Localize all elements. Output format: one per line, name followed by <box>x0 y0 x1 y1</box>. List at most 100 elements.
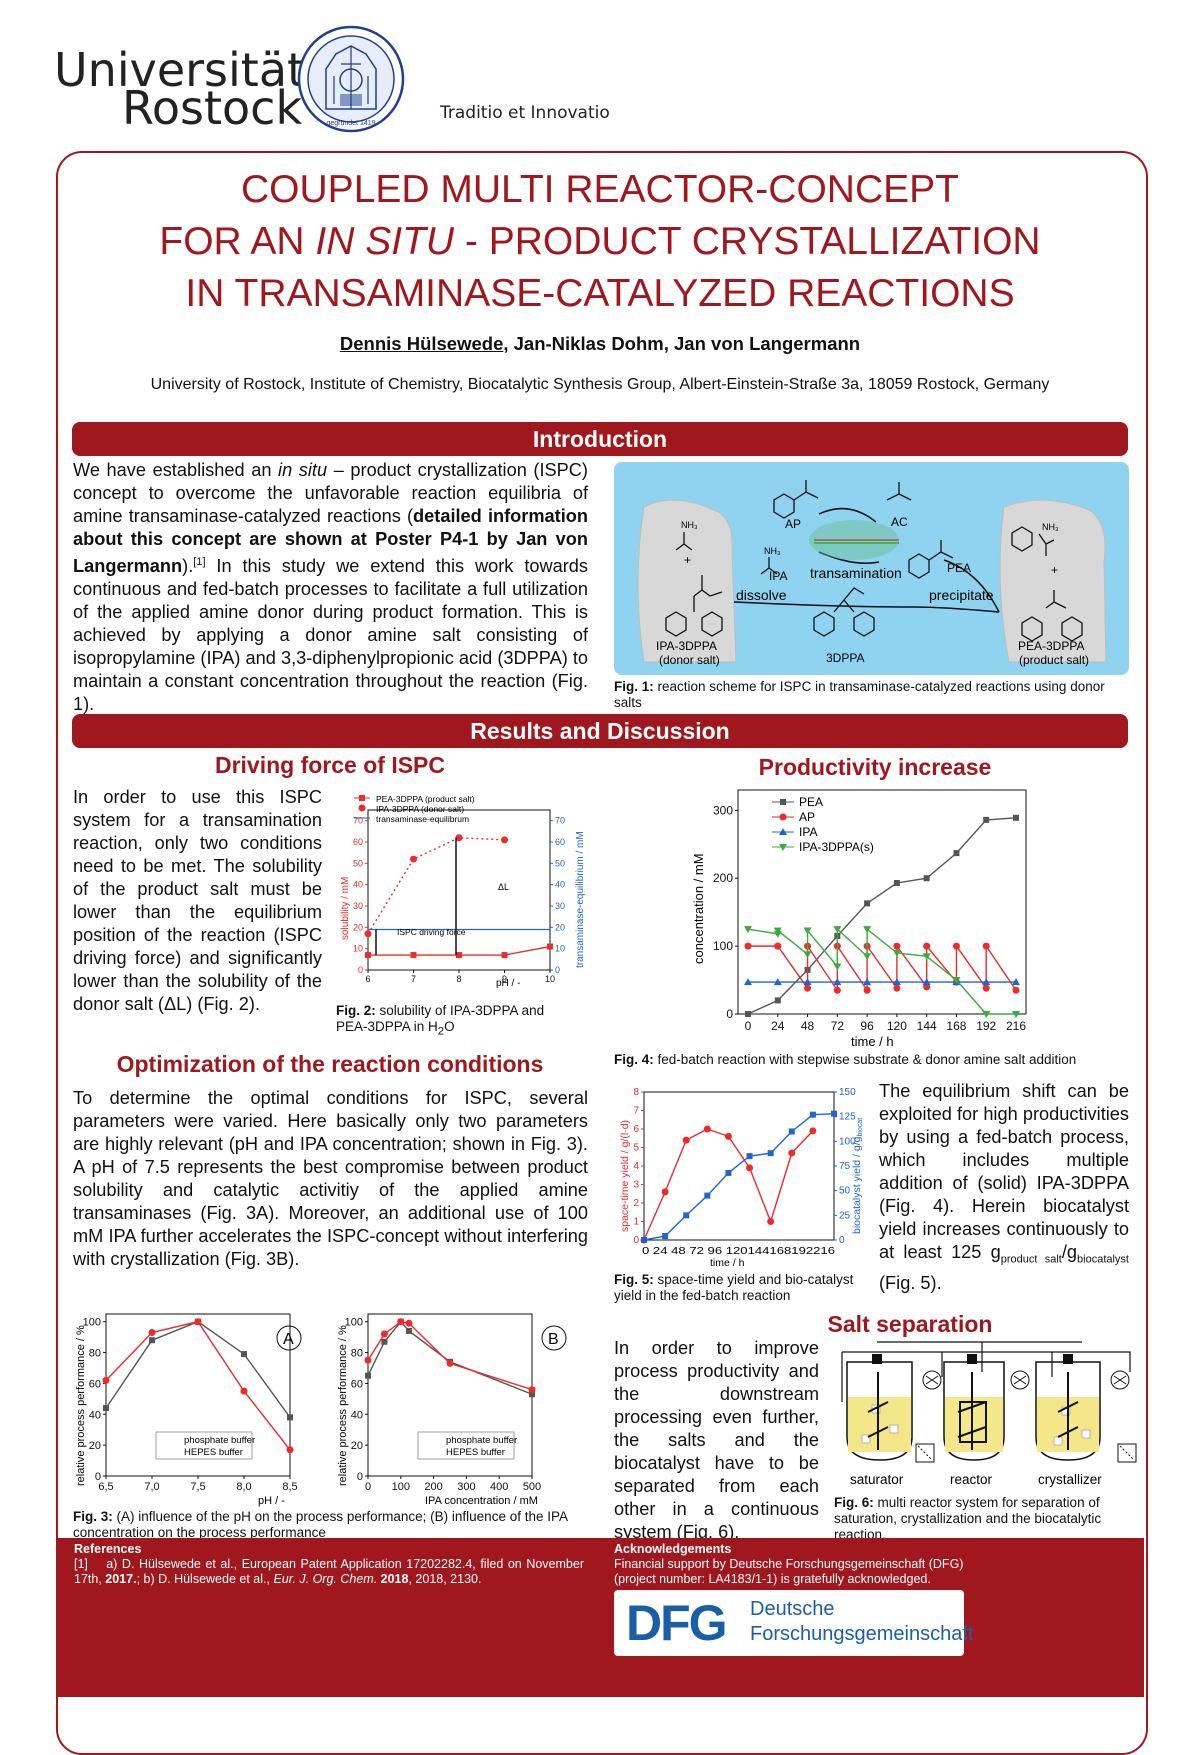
title-line3: IN TRANSAMINASE-CATALYZED REACTIONS <box>185 272 1015 315</box>
fig5-point-space-time-yield <box>661 1188 669 1196</box>
fig4-point-ipa3dppa <box>744 926 752 934</box>
fig1-reaction-scheme: AP AC IPA PEA transamination dissolve pr… <box>614 462 1129 675</box>
svg-text:NH₃: NH₃ <box>764 546 781 556</box>
fig2-annot-dl: ΔL <box>498 882 509 892</box>
fig3a-xtick-label: 8,0 <box>236 1481 251 1493</box>
fig4-point-ap <box>982 942 990 950</box>
fig3b-line-phosphate <box>367 1320 533 1395</box>
fig3a-label: A <box>283 1331 294 1348</box>
fig3a-xlabel: pH / - <box>258 1495 285 1507</box>
fig3b-point-hepes <box>446 1359 454 1367</box>
fig4-line-ap <box>748 943 1017 993</box>
fig5-chart: 0 1 2 3 4 5 6 7 8 0 25 50 75 100 125 150 space-time yie… <box>619 1087 864 1269</box>
fig3a-point-hepes <box>148 1329 156 1337</box>
salt-text: In order to improve process productivity… <box>614 1338 819 1542</box>
fig5-point-space-time-yield <box>788 1149 796 1157</box>
fig5-xlabel: time / h <box>710 1257 745 1269</box>
fig4-chart: 0 100 200 300 0 24 48 72 96 120 144 168 192 216 conce… <box>691 789 1027 1048</box>
fig3b-ytick-label: 40 <box>351 1409 363 1421</box>
fig2-y2tick-label: 70 <box>555 816 565 826</box>
fig2-y2tick-label: 20 <box>555 922 565 932</box>
fig4-point-ap <box>863 986 871 994</box>
svg-text:AC: AC <box>891 515 908 529</box>
fig6-label-reactor: reactor <box>950 1472 993 1487</box>
fig4-point-ipa <box>773 978 782 986</box>
fig4-point-ipa <box>803 978 812 986</box>
fig4-point-ap <box>774 942 782 950</box>
fig4-xtick-label: 96 <box>860 1019 874 1033</box>
fig4-plot-area <box>737 789 1027 1015</box>
fig2-xtick-label: 7 <box>411 974 416 984</box>
fig2-y2tick-label: 50 <box>555 858 565 868</box>
fig4-point-ap <box>982 984 990 992</box>
svg-text:dissolve: dissolve <box>736 587 787 603</box>
fig5-point-biocatalyst-yield <box>809 1111 816 1118</box>
fig2-legend-ipa: IPA-3DPPA (donor salt) <box>376 804 464 814</box>
fig4-point-ipa <box>744 978 752 986</box>
fig3b-legend-hepes: HEPES buffer <box>446 1447 505 1458</box>
fig4-point-ap <box>893 942 901 950</box>
fig2-annot-ispc: ISPC driving force <box>397 927 466 937</box>
fig5-y2tick-label: 100 <box>839 1136 856 1147</box>
fig4-point-ipa <box>982 978 991 986</box>
fig4-xtick-label: 168 <box>946 1019 966 1033</box>
fig3b-ytick-label: 60 <box>351 1378 363 1390</box>
fig3a-legend-phosphate: phosphate buffer <box>184 1435 255 1446</box>
fig3b-point-hepes <box>380 1330 388 1338</box>
heading-driving-force: Driving force of ISPC <box>214 752 446 778</box>
svg-text:transamination: transamination <box>810 565 902 581</box>
fig5-plot-area <box>643 1091 835 1241</box>
equilibrium-text: The equilibrium shift can be exploited f… <box>879 1081 1129 1293</box>
university-name-line1: Universität <box>54 43 306 97</box>
fig4-xtick-label: 24 <box>771 1019 785 1033</box>
fig2-point-pea <box>547 943 553 950</box>
fig2-point-pea <box>501 952 508 959</box>
fig4-ytick-label: 0 <box>726 1007 733 1021</box>
fig4-point-ipa3dppa <box>952 977 961 985</box>
fig3a-ytick-label: 80 <box>89 1348 101 1360</box>
fig3b-xtick-label: 400 <box>490 1481 508 1493</box>
svg-text:+: + <box>684 553 691 567</box>
fig4-legend-marker <box>779 813 787 821</box>
fig5-point-space-time-yield <box>767 1218 775 1225</box>
fig4-point-ipa <box>833 978 842 986</box>
fig5-point-biocatalyst-yield <box>725 1169 732 1176</box>
fig4-point-pea <box>953 850 960 857</box>
fig4-caption: Fig. 4: fed-batch reaction with stepwise… <box>614 1052 1077 1067</box>
fig3b-label: B <box>548 1331 559 1348</box>
svg-text:3DPPA: 3DPPA <box>826 651 864 665</box>
fig2-xtick-label: 9 <box>502 974 507 984</box>
fig3b-line-hepes <box>367 1320 533 1391</box>
fig3-caption: Fig. 3: (A) influence of the pH on the p… <box>73 1509 568 1540</box>
fig2-legend-marker <box>359 795 365 801</box>
fig2-line-ipa <box>367 837 505 935</box>
fig4-point-ipa3dppa <box>982 1011 991 1018</box>
svg-text:AP: AP <box>785 517 801 531</box>
fig5-point-biocatalyst-yield <box>831 1110 837 1117</box>
fig4-legend-ap: AP <box>799 810 815 824</box>
fig2-xtick-label: 10 <box>545 974 555 984</box>
fig5-point-biocatalyst-yield <box>662 1233 669 1240</box>
title-line2: FOR AN IN SITU - PRODUCT CRYSTALLIZATION <box>159 220 1041 263</box>
fig3b-xtick-label: 0 <box>365 1481 371 1493</box>
fig4-ylabel: concentration / mM <box>691 853 706 964</box>
fig6-caption: Fig. 6: multi reactor system for separat… <box>834 1495 1102 1542</box>
svg-text:IPA: IPA <box>769 569 787 583</box>
fig2-point-pea <box>456 952 462 959</box>
fig4-point-pea <box>1013 814 1019 821</box>
fig5-y2label: biocatalyst yield / g/gbiocat <box>851 1118 864 1234</box>
fig5-xticks: 0 24 48 72 96 120144168192216 <box>642 1245 835 1257</box>
fig6-reactor-diagram: saturator reactor crystallizer <box>841 1341 1137 1487</box>
fig4-xtick-label: 192 <box>976 1019 996 1033</box>
fig4-point-pea <box>774 997 781 1004</box>
fig3a-point-hepes <box>240 1387 248 1395</box>
motto: Traditio et Innovatio <box>440 103 610 123</box>
fig3a-ytick-label: 20 <box>89 1440 101 1452</box>
title-line1: COUPLED MULTI REACTOR-CONCEPT <box>241 168 959 211</box>
fig5-ytick-label: 3 <box>633 1180 639 1191</box>
fig3b-point-hepes <box>364 1356 372 1364</box>
fig2-xtick-label: 6 <box>365 974 370 984</box>
svg-text:NH₃: NH₃ <box>1042 522 1059 532</box>
fig4-xtick-label: 144 <box>917 1019 937 1033</box>
fig3b-xtick-label: 200 <box>424 1481 442 1493</box>
